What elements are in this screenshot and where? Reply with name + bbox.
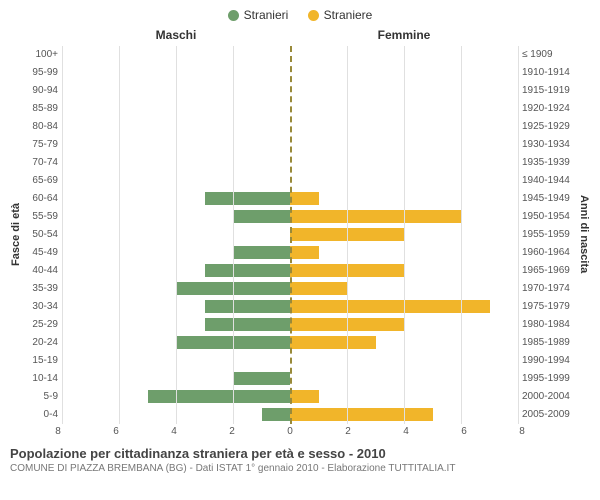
age-ticks-column: 100+ 95-99 90-94 85-89 80-84 75-79 70-74 65-69 6…	[24, 46, 62, 424]
bar-female	[290, 282, 347, 296]
bar-male	[205, 300, 291, 314]
age-tick: 95-99	[24, 67, 58, 78]
x-tick: 8	[519, 426, 525, 437]
column-headers: Maschi Femmine	[0, 28, 600, 46]
legend-label-male: Stranieri	[244, 8, 289, 22]
birth-year-tick: 1990-1994	[522, 355, 576, 366]
age-tick: 5-9	[24, 391, 58, 402]
birth-year-tick: 1915-1919	[522, 85, 576, 96]
gridline	[233, 46, 234, 424]
birth-year-tick: 1935-1939	[522, 157, 576, 168]
bar-male	[233, 246, 290, 260]
legend-swatch-female	[308, 10, 319, 21]
birth-year-tick: 1985-1989	[522, 337, 576, 348]
bar-male	[233, 372, 290, 386]
x-axis-ticks: 8 6 4 2 0 2 4 6 8	[58, 426, 522, 440]
birth-year-tick: 1930-1934	[522, 139, 576, 150]
age-tick: 55-59	[24, 211, 58, 222]
bar-female	[290, 390, 319, 404]
bar-male	[148, 390, 291, 404]
x-tick: 4	[171, 426, 177, 437]
birth-year-tick: 1970-1974	[522, 283, 576, 294]
age-tick: 60-64	[24, 193, 58, 204]
birth-year-tick: 2005-2009	[522, 409, 576, 420]
age-tick: 0-4	[24, 409, 58, 420]
legend-label-female: Straniere	[324, 8, 373, 22]
birth-year-tick: 2000-2004	[522, 391, 576, 402]
birth-year-tick: 1995-1999	[522, 373, 576, 384]
legend-item-male: Stranieri	[228, 8, 289, 22]
header-female: Femmine	[378, 28, 431, 42]
x-tick: 8	[55, 426, 61, 437]
header-male: Maschi	[156, 28, 197, 42]
bar-female	[290, 408, 433, 422]
age-tick: 50-54	[24, 229, 58, 240]
legend: Stranieri Straniere	[0, 8, 600, 28]
birth-year-tick: 1945-1949	[522, 193, 576, 204]
age-tick: 15-19	[24, 355, 58, 366]
x-tick: 0	[287, 426, 293, 437]
gridline	[62, 46, 63, 424]
bar-male	[262, 408, 291, 422]
y-axis-label-left: Fasce di età	[8, 46, 24, 424]
bar-female	[290, 336, 376, 350]
age-tick: 80-84	[24, 121, 58, 132]
birth-year-ticks-column: ≤ 1909 1910-1914 1915-1919 1920-1924 1925-19…	[518, 46, 576, 424]
chart-footer: Popolazione per cittadinanza straniera p…	[0, 440, 600, 474]
x-tick: 4	[403, 426, 409, 437]
x-tick: 6	[461, 426, 467, 437]
x-tick: 2	[345, 426, 351, 437]
bar-female	[290, 300, 490, 314]
gridline	[404, 46, 405, 424]
y-axis-label-right: Anni di nascita	[576, 46, 592, 424]
age-tick: 90-94	[24, 85, 58, 96]
bar-male	[233, 210, 290, 224]
birth-year-tick: 1950-1954	[522, 211, 576, 222]
bar-female	[290, 246, 319, 260]
age-tick: 65-69	[24, 175, 58, 186]
age-tick: 25-29	[24, 319, 58, 330]
birth-year-tick: 1925-1929	[522, 121, 576, 132]
legend-item-female: Straniere	[308, 8, 373, 22]
age-tick: 75-79	[24, 139, 58, 150]
chart-subtitle: COMUNE DI PIAZZA BREMBANA (BG) - Dati IS…	[10, 463, 590, 474]
plot-area: Fasce di età 100+ 95-99 90-94 85-89 80-84 75-…	[0, 46, 600, 424]
bar-female	[290, 210, 461, 224]
age-tick: 45-49	[24, 247, 58, 258]
bar-male	[205, 264, 291, 278]
plot	[62, 46, 518, 424]
gridline	[347, 46, 348, 424]
bar-male	[205, 192, 291, 206]
age-tick: 30-34	[24, 301, 58, 312]
legend-swatch-male	[228, 10, 239, 21]
age-tick: 10-14	[24, 373, 58, 384]
age-tick: 35-39	[24, 283, 58, 294]
bar-female	[290, 192, 319, 206]
birth-year-tick: 1940-1944	[522, 175, 576, 186]
age-tick: 70-74	[24, 157, 58, 168]
x-tick: 2	[229, 426, 235, 437]
birth-year-tick: 1955-1959	[522, 229, 576, 240]
birth-year-tick: ≤ 1909	[522, 49, 576, 60]
gridline	[518, 46, 519, 424]
gridline	[119, 46, 120, 424]
birth-year-tick: 1910-1914	[522, 67, 576, 78]
birth-year-tick: 1980-1984	[522, 319, 576, 330]
age-tick: 40-44	[24, 265, 58, 276]
birth-year-tick: 1965-1969	[522, 265, 576, 276]
birth-year-tick: 1975-1979	[522, 301, 576, 312]
age-tick: 100+	[24, 49, 58, 60]
gridline	[461, 46, 462, 424]
gridline	[176, 46, 177, 424]
center-divider	[290, 46, 292, 424]
birth-year-tick: 1920-1924	[522, 103, 576, 114]
birth-year-tick: 1960-1964	[522, 247, 576, 258]
x-tick: 6	[113, 426, 119, 437]
age-tick: 85-89	[24, 103, 58, 114]
age-tick: 20-24	[24, 337, 58, 348]
population-pyramid-chart: Stranieri Straniere Maschi Femmine Fasce…	[0, 0, 600, 500]
chart-title: Popolazione per cittadinanza straniera p…	[10, 446, 590, 461]
x-axis: 8 6 4 2 0 2 4 6 8	[8, 426, 592, 440]
bar-male	[205, 318, 291, 332]
